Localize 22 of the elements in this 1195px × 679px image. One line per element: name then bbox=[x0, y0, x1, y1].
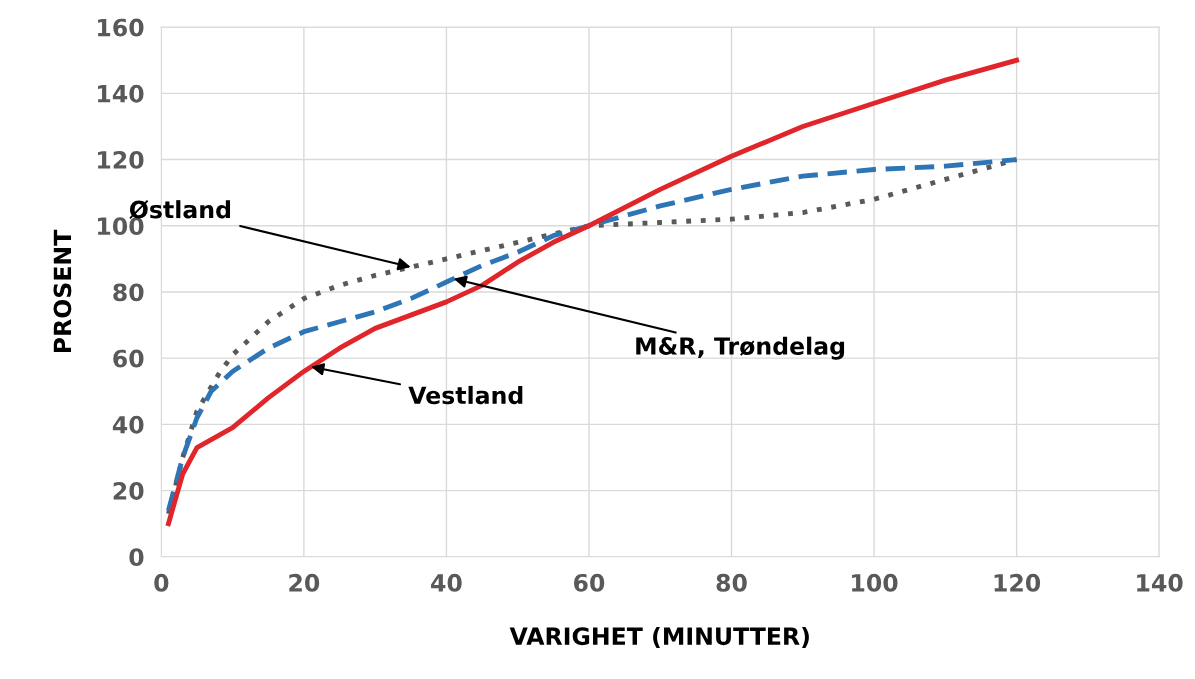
y-axis-title: PROSENT bbox=[53, 229, 72, 353]
x-axis-title: VARIGHET (MINUTTER) bbox=[509, 626, 809, 648]
y-tick-label: 160 bbox=[98, 18, 144, 37]
x-tick-label: 20 bbox=[289, 573, 320, 592]
x-tick-label: 60 bbox=[574, 573, 605, 592]
y-tick-label: 120 bbox=[98, 151, 144, 169]
y-tick-label: 100 bbox=[98, 217, 144, 236]
y-tick-label: 60 bbox=[113, 349, 144, 368]
y-tick-label: 40 bbox=[112, 415, 144, 434]
y-tick-label: 140 bbox=[98, 84, 144, 103]
x-tick-label: 80 bbox=[716, 573, 747, 592]
y-tick-label: 20 bbox=[113, 482, 144, 500]
x-tick-label: 100 bbox=[852, 573, 898, 592]
x-tick-label: 120 bbox=[994, 573, 1041, 592]
x-tick-label: 0 bbox=[154, 573, 169, 592]
y-tick-label: 0 bbox=[129, 548, 144, 567]
annotation: M&R, Trøndelag bbox=[636, 336, 845, 360]
annotation: Vestland bbox=[408, 385, 523, 405]
x-tick-label: 40 bbox=[431, 573, 462, 592]
y-tick-label: 80 bbox=[113, 283, 144, 302]
x-tick-label: 140 bbox=[1137, 573, 1183, 592]
annotation: Østland bbox=[129, 200, 230, 219]
